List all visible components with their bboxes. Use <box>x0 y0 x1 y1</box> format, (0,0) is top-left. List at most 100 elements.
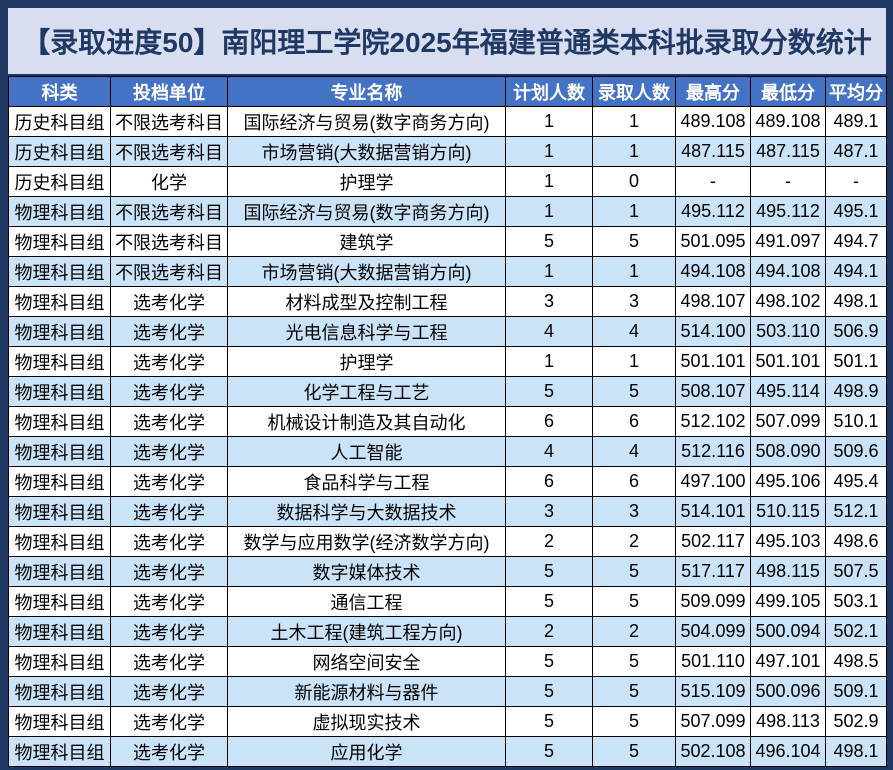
table-cell: 487.115 <box>750 136 826 167</box>
table-cell: 新能源材料与器件 <box>227 676 506 707</box>
table-cell: 496.104 <box>750 736 826 767</box>
table-cell: 物理科目组 <box>8 256 111 287</box>
table-cell: 物理科目组 <box>8 406 111 437</box>
table-cell: 1 <box>505 256 593 287</box>
table-cell: 国际经济与贸易(数字商务方向) <box>227 106 506 137</box>
table-cell: 建筑学 <box>227 226 506 257</box>
table-cell: 5 <box>505 736 593 767</box>
table-cell: 499.105 <box>750 586 826 617</box>
table-row: 物理科目组 选考化学 食品科学与工程 6 6 497.100 495.106 495.4 <box>8 466 887 497</box>
table-header-row: 科类 投档单位 专业名称 计划人数 录取人数 最高分 最低分 平均分 <box>8 76 887 107</box>
table-row: 物理科目组 选考化学 化学工程与工艺 5 5 508.107 495.114 498.9 <box>8 376 887 407</box>
table-cell: 0 <box>592 166 676 197</box>
table-cell: 3 <box>505 286 593 317</box>
table-cell: 选考化学 <box>110 616 228 647</box>
table-cell: 历史科目组 <box>8 136 111 167</box>
table-cell: 495.114 <box>750 376 826 407</box>
table-cell: 选考化学 <box>110 286 228 317</box>
table-cell: 物理科目组 <box>8 376 111 407</box>
table-cell: 1 <box>505 136 593 167</box>
table-cell: 2 <box>592 616 676 647</box>
table-row: 物理科目组 选考化学 材料成型及控制工程 3 3 498.107 498.102 498.1 <box>8 286 887 317</box>
table-cell: 历史科目组 <box>8 166 111 197</box>
table-row: 物理科目组 选考化学 数据科学与大数据技术 3 3 514.101 510.115 512.1 <box>8 496 887 527</box>
table-cell: - <box>750 166 826 197</box>
table-cell: 物理科目组 <box>8 586 111 617</box>
table-cell: 选考化学 <box>110 706 228 737</box>
table-cell: 501.101 <box>750 346 826 377</box>
table-cell: 1 <box>592 136 676 167</box>
table-cell: 508.090 <box>750 436 826 467</box>
table-cell: 503.110 <box>750 316 826 347</box>
table-cell: 494.108 <box>750 256 826 287</box>
table-cell: 3 <box>505 496 593 527</box>
table-row: 历史科目组 不限选考科目 市场营销(大数据营销方向) 1 1 487.115 487.115… <box>8 136 887 167</box>
table-cell: 1 <box>505 346 593 377</box>
table-cell: 虚拟现实技术 <box>227 706 506 737</box>
header-cell-min-score: 最低分 <box>750 76 826 107</box>
table-row: 物理科目组 选考化学 虚拟现实技术 5 5 507.099 498.113 502.9 <box>8 706 887 737</box>
table-cell: 不限选考科目 <box>110 106 228 137</box>
table-cell: 市场营销(大数据营销方向) <box>227 256 506 287</box>
score-table: 科类 投档单位 专业名称 计划人数 录取人数 最高分 最低分 平均分 历史科目组… <box>8 76 887 767</box>
table-cell: 498.107 <box>675 286 751 317</box>
table-cell: 物理科目组 <box>8 286 111 317</box>
table-cell: 3 <box>592 286 676 317</box>
table-cell: 500.094 <box>750 616 826 647</box>
table-cell: 4 <box>505 316 593 347</box>
table-cell: 3 <box>592 496 676 527</box>
table-cell: 514.101 <box>675 496 751 527</box>
table-cell: 489.108 <box>750 106 826 137</box>
table-cell: 1 <box>505 166 593 197</box>
table-cell: 501.110 <box>675 646 751 677</box>
table-cell: 489.1 <box>825 106 887 137</box>
table-cell: 5 <box>592 736 676 767</box>
table-cell: 4 <box>592 436 676 467</box>
table-cell: 495.106 <box>750 466 826 497</box>
table-cell: 数字媒体技术 <box>227 556 506 587</box>
header-cell-admitted-count: 录取人数 <box>592 76 676 107</box>
table-cell: 5 <box>505 586 593 617</box>
table-row: 物理科目组 选考化学 土木工程(建筑工程方向) 2 2 504.099 500.094 502… <box>8 616 887 647</box>
table-row: 物理科目组 选考化学 应用化学 5 5 502.108 496.104 498.1 <box>8 736 887 767</box>
table-cell: 不限选考科目 <box>110 256 228 287</box>
table-cell: 5 <box>592 706 676 737</box>
table-cell: 498.6 <box>825 526 887 557</box>
table-cell: 选考化学 <box>110 736 228 767</box>
table-cell: 化学工程与工艺 <box>227 376 506 407</box>
table-cell: 502.9 <box>825 706 887 737</box>
table-cell: 503.1 <box>825 586 887 617</box>
table-cell: 498.1 <box>825 736 887 767</box>
table-cell: 501.095 <box>675 226 751 257</box>
table-cell: 515.109 <box>675 676 751 707</box>
table-cell: 498.9 <box>825 376 887 407</box>
table-row: 物理科目组 选考化学 通信工程 5 5 509.099 499.105 503.1 <box>8 586 887 617</box>
table-cell: 502.108 <box>675 736 751 767</box>
table-cell: 510.1 <box>825 406 887 437</box>
table-cell: 选考化学 <box>110 556 228 587</box>
table-cell: 选考化学 <box>110 526 228 557</box>
table-cell: 物理科目组 <box>8 676 111 707</box>
table-cell: 光电信息科学与工程 <box>227 316 506 347</box>
table-cell: 5 <box>592 556 676 587</box>
table-cell: 498.115 <box>750 556 826 587</box>
table-cell: 2 <box>505 526 593 557</box>
table-cell: 498.1 <box>825 286 887 317</box>
header-cell-max-score: 最高分 <box>675 76 751 107</box>
table-cell: 物理科目组 <box>8 196 111 227</box>
table-cell: 化学 <box>110 166 228 197</box>
table-cell: 487.115 <box>675 136 751 167</box>
table-cell: 选考化学 <box>110 376 228 407</box>
table-cell: 5 <box>592 586 676 617</box>
table-cell: 6 <box>592 406 676 437</box>
table-cell: 机械设计制造及其自动化 <box>227 406 506 437</box>
table-cell: 不限选考科目 <box>110 196 228 227</box>
table-cell: 6 <box>592 466 676 497</box>
table-cell: 应用化学 <box>227 736 506 767</box>
table-cell: 507.5 <box>825 556 887 587</box>
table-cell: 5 <box>505 676 593 707</box>
table-row: 物理科目组 选考化学 新能源材料与器件 5 5 515.109 500.096 509.1 <box>8 676 887 707</box>
table-row: 物理科目组 选考化学 网络空间安全 5 5 501.110 497.101 498.5 <box>8 646 887 677</box>
table-cell: 物理科目组 <box>8 526 111 557</box>
header-cell-major-name: 专业名称 <box>227 76 506 107</box>
